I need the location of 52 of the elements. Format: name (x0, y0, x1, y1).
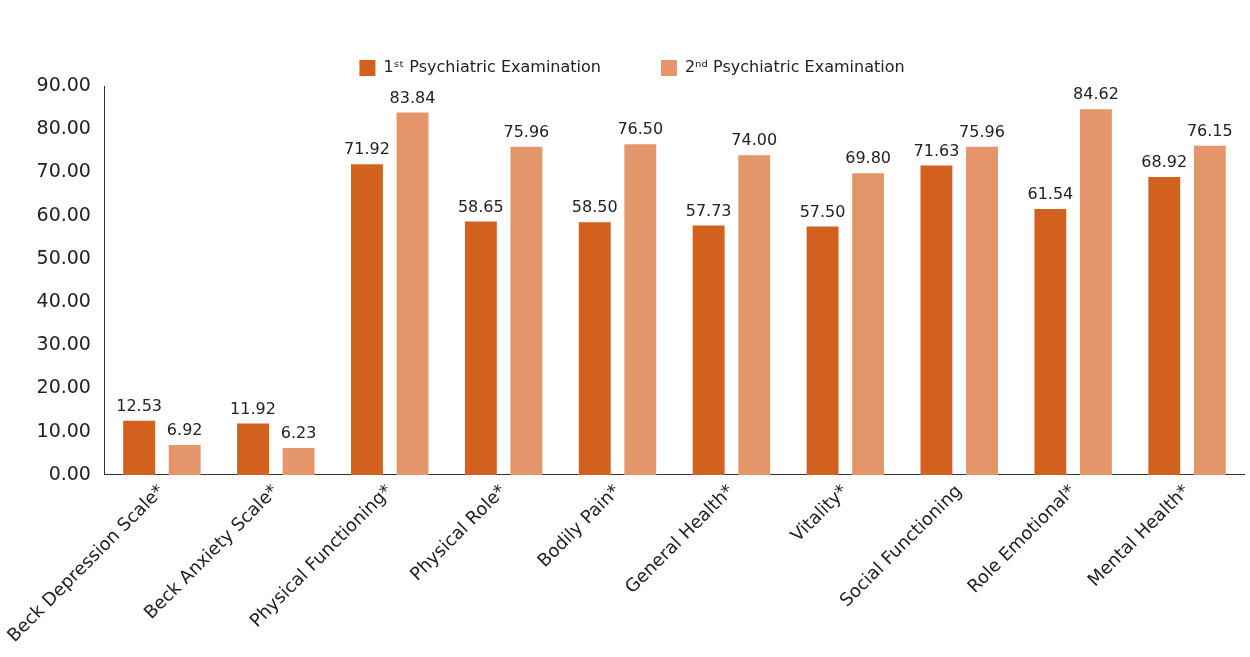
data-label: 75.96 (959, 121, 1005, 141)
legend-label: 1ˢᵗ Psychiatric Examination (383, 57, 601, 77)
y-tick-label: 70.00 (36, 159, 91, 182)
bar (123, 420, 156, 475)
data-label: 57.50 (799, 201, 846, 221)
bar (1193, 145, 1226, 475)
bar (806, 226, 839, 475)
data-label: 58.65 (457, 196, 504, 216)
bar (464, 221, 497, 475)
bar (1148, 177, 1181, 475)
bar (168, 445, 201, 475)
y-tick-label: 40.00 (36, 289, 91, 312)
y-tick-label: 20.00 (36, 375, 91, 398)
bar (350, 164, 383, 475)
bar (396, 112, 429, 475)
data-label: 58.50 (571, 197, 618, 217)
data-label: 74.00 (731, 130, 778, 150)
bar (852, 173, 885, 475)
data-label: 68.92 (1141, 152, 1188, 172)
data-label: 6.92 (166, 420, 203, 440)
data-label: 61.54 (1027, 184, 1074, 204)
bar (1079, 109, 1112, 475)
y-tick-label: 90.00 (36, 72, 91, 95)
data-label: 76.15 (1186, 121, 1233, 141)
legend-label: 2ⁿᵈ Psychiatric Examination (684, 57, 905, 77)
data-label: 84.62 (1073, 84, 1119, 104)
bar (920, 165, 953, 475)
data-label: 71.92 (344, 139, 390, 159)
data-label: 12.53 (116, 395, 163, 415)
y-tick-label: 30.00 (36, 332, 91, 355)
bar (738, 155, 771, 475)
bar (237, 423, 269, 475)
bar (578, 222, 611, 475)
y-tick-label: 10.00 (36, 418, 91, 441)
data-label: 69.80 (845, 148, 892, 168)
data-label: 11.92 (230, 398, 276, 418)
data-label: 6.23 (280, 423, 317, 443)
y-tick-label: 0.00 (48, 461, 91, 484)
bar (624, 144, 657, 475)
data-label: 75.96 (503, 121, 550, 141)
y-tick-label: 60.00 (36, 202, 91, 225)
bar (692, 225, 725, 475)
y-tick-label: 80.00 (36, 116, 91, 139)
bar (1034, 208, 1067, 475)
data-label: 57.73 (685, 200, 732, 220)
bar (282, 448, 315, 475)
y-tick-label: 50.00 (36, 245, 91, 268)
data-label: 76.50 (617, 119, 664, 139)
data-label: 83.84 (389, 87, 436, 107)
data-label: 71.63 (913, 140, 960, 160)
bar (510, 146, 543, 475)
bar (966, 146, 998, 475)
